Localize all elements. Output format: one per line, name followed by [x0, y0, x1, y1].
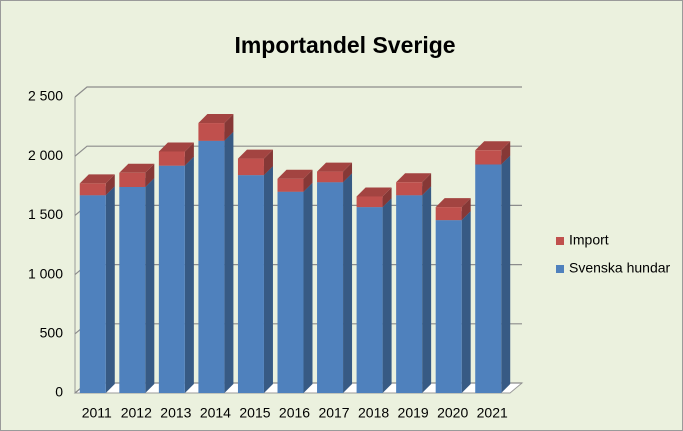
bar	[475, 150, 502, 165]
bar-top	[356, 187, 392, 197]
x-tick-label: 2021	[477, 405, 508, 421]
bar	[119, 186, 146, 393]
bar	[356, 207, 383, 393]
x-tick-label: 2012	[121, 405, 152, 421]
x-tick-label: 2011	[82, 405, 112, 421]
bar	[317, 171, 344, 183]
bar-side	[343, 162, 353, 183]
x-tick-label: 2016	[279, 405, 310, 421]
bar-top	[119, 163, 155, 173]
x-tick-label: 2019	[398, 405, 429, 421]
bar	[475, 164, 502, 393]
bar-top	[317, 162, 353, 172]
x-tick-label: 2014	[200, 405, 231, 421]
y-tick-label: 1 000	[28, 265, 63, 281]
bar-top	[396, 173, 432, 183]
bar	[356, 196, 383, 208]
bar-side	[501, 155, 511, 393]
bar-side	[501, 141, 511, 165]
bar-side	[382, 198, 392, 393]
bar-side	[382, 187, 392, 208]
bar-top	[277, 169, 313, 179]
bar	[158, 165, 185, 393]
bar-side	[422, 186, 432, 393]
chart-title: Importandel Sverige	[234, 32, 455, 58]
bar-side	[461, 211, 471, 393]
bar-side	[145, 177, 155, 393]
bar	[277, 191, 304, 393]
bar-side	[105, 186, 115, 393]
bar	[435, 207, 462, 221]
x-tick-label: 2020	[437, 405, 468, 421]
bar-top	[198, 114, 234, 124]
bar	[396, 182, 423, 196]
bar-side	[303, 182, 313, 393]
bar	[435, 220, 462, 393]
bar-side	[184, 142, 194, 166]
bar	[237, 158, 264, 176]
legend-swatch	[556, 265, 564, 273]
legend-swatch	[556, 237, 564, 245]
y-tick-label: 2 500	[28, 88, 63, 104]
bar-side	[343, 173, 353, 393]
bar	[396, 195, 423, 393]
x-tick-label: 2013	[160, 405, 191, 421]
bar-side	[105, 174, 115, 196]
bar-top	[79, 174, 115, 184]
legend-label: Svenska hundar	[569, 260, 671, 276]
bar-side	[422, 173, 432, 196]
bar-side	[145, 163, 155, 187]
y-tick-label: 2 000	[28, 147, 63, 163]
bar	[198, 140, 225, 393]
bar-side	[461, 198, 471, 221]
bar-side	[224, 131, 234, 394]
x-tick-label: 2018	[358, 405, 389, 421]
bar-side	[303, 169, 313, 192]
x-tick-label: 2017	[318, 405, 349, 421]
bar-side	[224, 114, 234, 141]
grid-line	[74, 145, 522, 157]
bar-side	[263, 166, 273, 393]
bar	[277, 178, 304, 192]
bar-top	[158, 142, 194, 152]
bar	[79, 183, 106, 196]
x-tick-label: 2015	[239, 405, 270, 421]
y-tick-label: 0	[55, 384, 63, 400]
legend-label: Import	[569, 232, 609, 248]
grid-line	[74, 86, 522, 98]
bar	[198, 123, 225, 141]
bar	[79, 195, 106, 393]
bar-side	[184, 156, 194, 393]
bar	[317, 182, 344, 393]
bar	[119, 172, 146, 187]
y-tick-label: 500	[40, 325, 64, 341]
bar	[237, 175, 264, 393]
bar-top	[435, 198, 471, 208]
bar-top	[475, 141, 511, 151]
bar-side	[263, 149, 273, 176]
y-tick-label: 1 500	[28, 206, 63, 222]
bar-top	[237, 149, 273, 159]
bar	[158, 151, 185, 166]
